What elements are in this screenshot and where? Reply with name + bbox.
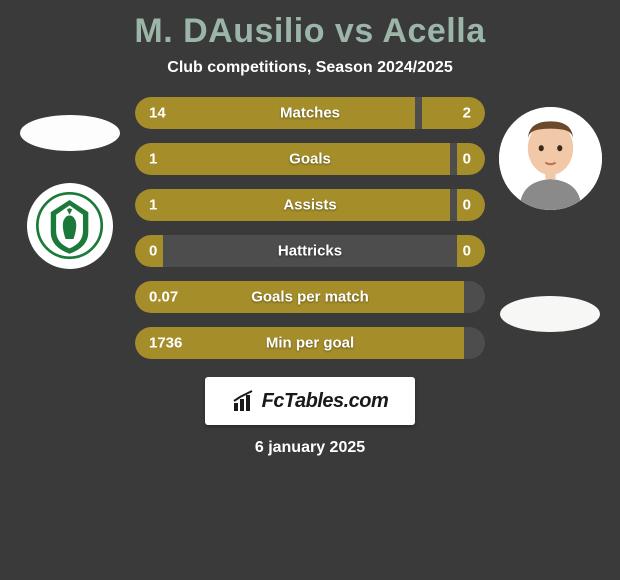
stat-fill-right — [457, 189, 485, 221]
right-player-column — [490, 97, 610, 332]
stat-value-left: 1 — [149, 151, 157, 168]
stat-value-left: 0.07 — [149, 289, 178, 306]
stat-fill-right — [457, 143, 485, 175]
stat-value-left: 1 — [149, 197, 157, 214]
stat-name: Matches — [280, 105, 340, 122]
stat-value-left: 1736 — [149, 335, 182, 352]
stat-bar: 1736 Min per goal — [135, 327, 485, 359]
stat-bar: 0 Hattricks 0 — [135, 235, 485, 267]
main-row: 14 Matches 2 1 Goals 0 1 Assists 0 0 Hattricks 0 0.0… — [0, 97, 620, 359]
site-badge[interactable]: FcTables.com — [205, 377, 415, 425]
stat-name: Goals — [289, 151, 331, 168]
stat-name: Min per goal — [266, 335, 354, 352]
page-title: M. DAusilio vs Acella — [134, 12, 485, 51]
stat-fill-left — [135, 97, 415, 129]
stat-name: Goals per match — [251, 289, 369, 306]
stats-bars: 14 Matches 2 1 Goals 0 1 Assists 0 0 Hattricks 0 0.0… — [130, 97, 490, 359]
stat-value-left: 0 — [149, 243, 157, 260]
chart-icon — [232, 389, 256, 413]
player-avatar-right — [499, 107, 602, 210]
country-flag-right — [500, 296, 600, 332]
stat-name: Hattricks — [278, 243, 342, 260]
stat-name: Assists — [283, 197, 336, 214]
avellino-badge-icon — [36, 192, 103, 259]
country-flag-left — [20, 115, 120, 151]
site-name: FcTables.com — [262, 390, 389, 413]
stat-bar: 0.07 Goals per match — [135, 281, 485, 313]
stat-fill-right — [457, 235, 485, 267]
stat-bar: 1 Assists 0 — [135, 189, 485, 221]
stat-bar: 14 Matches 2 — [135, 97, 485, 129]
stat-value-right: 0 — [463, 151, 471, 168]
person-icon — [499, 107, 602, 210]
left-player-column — [10, 97, 130, 269]
footer-date: 6 january 2025 — [255, 439, 365, 457]
stat-fill-right — [422, 97, 485, 129]
stat-bar: 1 Goals 0 — [135, 143, 485, 175]
stat-value-right: 0 — [463, 197, 471, 214]
club-badge-left — [27, 183, 113, 269]
stat-value-right: 2 — [463, 105, 471, 122]
comparison-card: M. DAusilio vs Acella Club competitions,… — [0, 0, 620, 580]
stat-value-left: 14 — [149, 105, 166, 122]
stat-value-right: 0 — [463, 243, 471, 260]
page-subtitle: Club competitions, Season 2024/2025 — [167, 59, 452, 77]
